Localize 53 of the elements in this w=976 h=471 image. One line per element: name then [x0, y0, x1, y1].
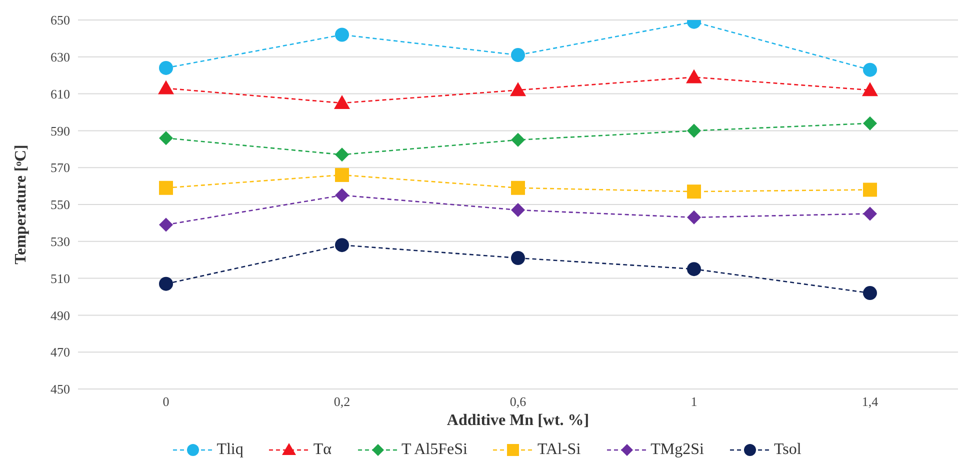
point: [863, 62, 877, 77]
point: [687, 210, 701, 224]
legend-label: Tsol: [774, 441, 802, 459]
y-tick-label: 570: [50, 160, 70, 176]
x-tick-label: 0,2: [334, 394, 350, 410]
y-tick-label: 490: [50, 308, 70, 323]
legend-label: Tliq: [216, 441, 244, 459]
point: [335, 148, 349, 162]
point: [335, 238, 349, 252]
point: [511, 132, 525, 147]
y-tick-label: 510: [50, 270, 70, 286]
point: [863, 206, 877, 221]
point: [511, 203, 525, 218]
point: [686, 69, 702, 84]
legend-label: TMg2Si: [650, 441, 704, 459]
point: [159, 276, 173, 291]
x-tick-label: 0: [162, 394, 170, 410]
point: [863, 286, 877, 300]
point: [511, 180, 525, 195]
point: [159, 218, 173, 232]
point: [687, 184, 701, 199]
y-tick-label: 590: [50, 123, 70, 138]
x-tick-label: 0,6: [510, 394, 527, 410]
point: [511, 48, 525, 62]
point: [687, 262, 701, 276]
point: [335, 188, 349, 202]
point: [335, 28, 349, 42]
point: [863, 182, 877, 197]
point: [159, 180, 173, 195]
y-tick-label: 470: [50, 344, 70, 360]
point: [159, 131, 173, 146]
y-tick-label: 530: [50, 234, 70, 250]
y-tick-label: 610: [50, 86, 70, 102]
point: [158, 80, 174, 94]
y-tick-label: 550: [50, 197, 70, 212]
point: [510, 82, 526, 96]
y-axis-title: Temperature [ᵒC]: [12, 144, 30, 264]
x-tick-label: 1: [690, 394, 698, 410]
point: [159, 60, 173, 75]
legend-label: TAl-Si: [537, 441, 581, 459]
legend-label: T Al5FeSi: [402, 441, 468, 459]
legend-label: Tα: [313, 441, 332, 459]
x-tick-label: 1,4: [862, 394, 879, 410]
y-tick-label: 630: [50, 50, 70, 65]
point: [511, 251, 525, 266]
point: [862, 82, 878, 96]
point: [687, 124, 701, 138]
point: [335, 168, 349, 182]
point: [334, 95, 350, 110]
y-tick-label: 650: [50, 12, 70, 28]
point: [863, 116, 877, 130]
x-axis-title: Additive Mn [wt. %]: [446, 412, 590, 429]
y-tick-label: 450: [50, 382, 70, 397]
